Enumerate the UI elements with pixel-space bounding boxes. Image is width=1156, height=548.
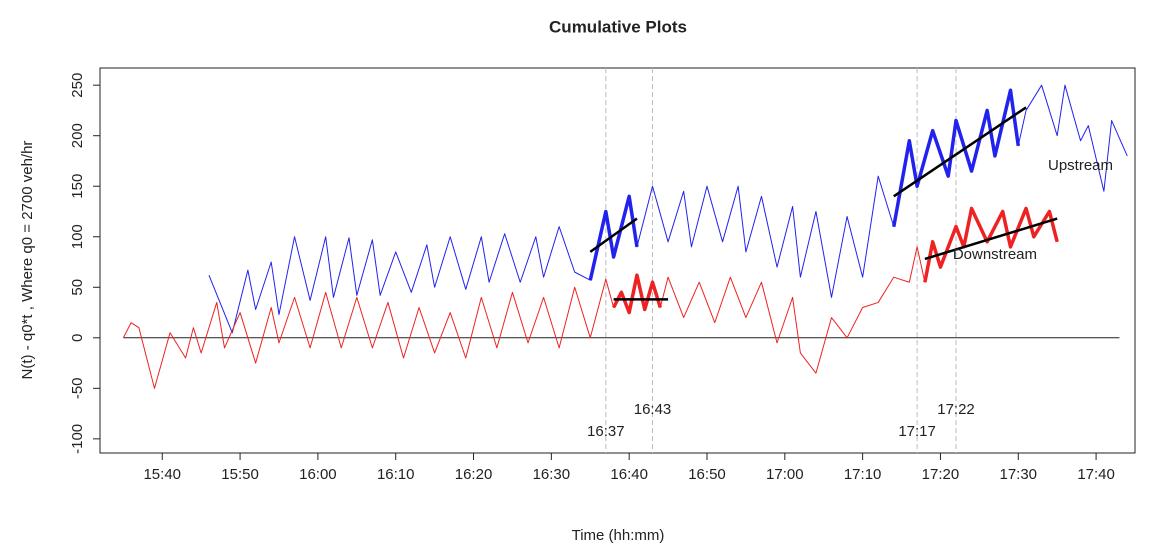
y-tick-label: -100 xyxy=(69,424,86,454)
x-tick-label: 17:20 xyxy=(922,466,960,483)
x-tick-label: 16:50 xyxy=(688,466,726,483)
v-reference-label: 17:22 xyxy=(937,401,975,418)
y-tick-label: 100 xyxy=(69,224,86,249)
series-line xyxy=(122,207,1058,389)
series-annotation: Downstream xyxy=(953,246,1037,263)
y-tick-label: 50 xyxy=(69,279,86,296)
chart-title: Cumulative Plots xyxy=(549,17,687,36)
y-tick-label: -50 xyxy=(69,377,86,399)
x-tick-label: 17:40 xyxy=(1077,466,1115,483)
series-line xyxy=(588,194,639,281)
x-tick-label: 17:00 xyxy=(766,466,804,483)
series-line xyxy=(924,217,1058,261)
x-tick-label: 16:40 xyxy=(610,466,648,483)
x-axis-label: Time (hh:mm) xyxy=(572,527,665,544)
x-tick-label: 17:10 xyxy=(844,466,882,483)
y-tick-label: 200 xyxy=(69,123,86,148)
x-tick-label: 16:20 xyxy=(455,466,493,483)
series-line xyxy=(923,206,1059,283)
series-line xyxy=(589,217,638,253)
y-tick-label: 0 xyxy=(69,334,86,342)
y-tick-label: 250 xyxy=(69,73,86,98)
x-tick-label: 16:30 xyxy=(533,466,571,483)
v-reference-label: 16:37 xyxy=(587,423,625,440)
v-reference-label: 17:17 xyxy=(898,423,936,440)
y-tick-label: 150 xyxy=(69,174,86,199)
v-reference-label: 16:43 xyxy=(634,401,672,418)
x-tick-label: 16:10 xyxy=(377,466,415,483)
plot-frame xyxy=(99,67,1136,454)
x-tick-label: 17:30 xyxy=(999,466,1037,483)
y-axis-label: N(t) - q0*t , Where q0 = 2700 veh/hr xyxy=(19,141,36,380)
series-line xyxy=(612,273,662,315)
series-annotation: Upstream xyxy=(1048,157,1113,174)
series-line xyxy=(892,88,1021,227)
x-tick-label: 15:40 xyxy=(143,466,181,483)
series-line xyxy=(893,106,1027,198)
x-tick-label: 15:50 xyxy=(221,466,259,483)
x-tick-label: 16:00 xyxy=(299,466,337,483)
